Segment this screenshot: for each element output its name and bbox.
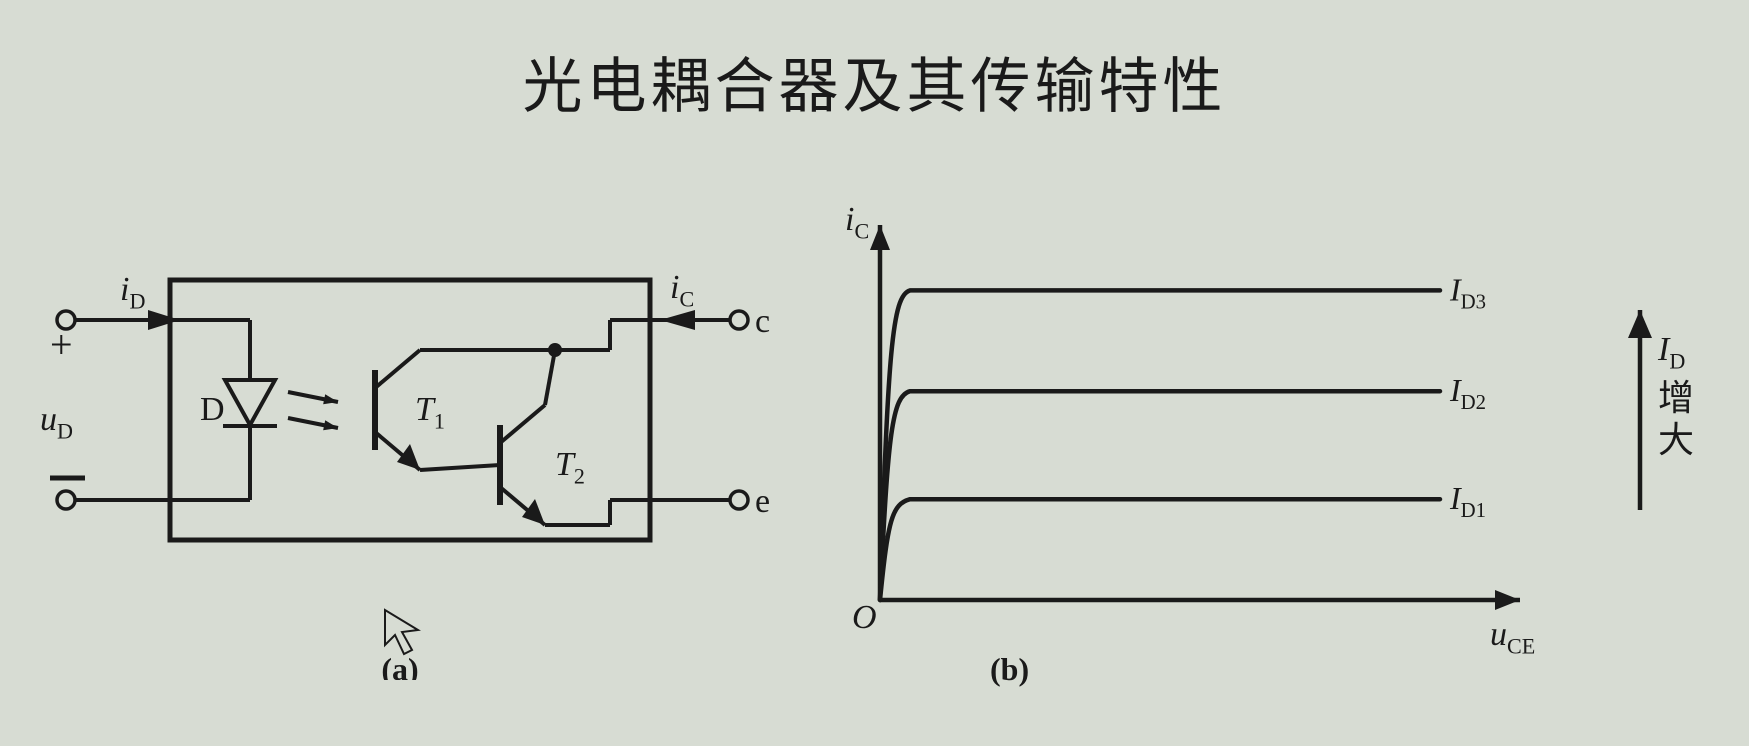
panel-b-chart: iC uCE O ID1 ID2 ID3 ID增大 (b): [820, 200, 1720, 700]
svg-text:大: 大: [1658, 420, 1694, 460]
page-root: 光电耦合器及其传输特性 iD + uD D T1 T2 c iC e (a) iC uCE O ID1 I…: [0, 0, 1749, 746]
svg-text:(b): (b): [990, 651, 1029, 687]
svg-text:e: e: [755, 483, 770, 520]
svg-text:ID1: ID1: [1449, 480, 1486, 522]
svg-text:+: +: [50, 322, 73, 367]
svg-text:uD: uD: [40, 401, 73, 444]
svg-text:T1: T1: [415, 391, 445, 434]
svg-text:O: O: [852, 599, 877, 636]
svg-text:iD: iD: [120, 271, 145, 314]
svg-text:T2: T2: [555, 446, 585, 489]
svg-text:D: D: [200, 391, 225, 428]
svg-text:uCE: uCE: [1490, 616, 1535, 659]
circuit-svg: iD + uD D T1 T2 c iC e (a): [30, 220, 790, 680]
svg-text:iC: iC: [670, 269, 694, 312]
svg-text:c: c: [755, 303, 770, 340]
chart-svg: iC uCE O ID1 ID2 ID3 ID增大 (b): [820, 200, 1720, 700]
svg-text:(a): (a): [381, 651, 418, 680]
svg-text:ID2: ID2: [1449, 372, 1486, 414]
page-title: 光电耦合器及其传输特性: [0, 38, 1749, 125]
svg-text:ID3: ID3: [1449, 271, 1486, 313]
svg-text:增: 增: [1658, 378, 1694, 418]
svg-text:iC: iC: [845, 201, 869, 244]
svg-text:ID: ID: [1657, 331, 1685, 374]
panel-a-circuit: iD + uD D T1 T2 c iC e (a): [30, 220, 790, 680]
